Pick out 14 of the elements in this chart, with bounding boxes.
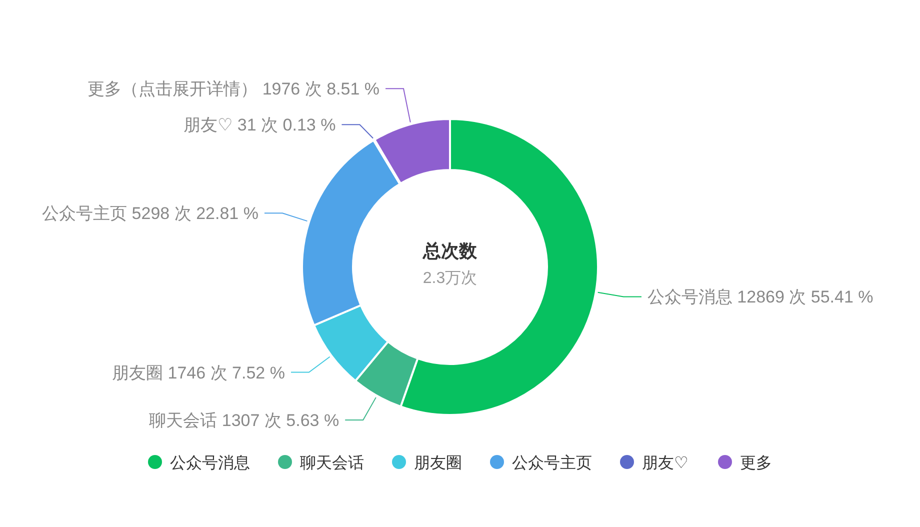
- legend-label: 更多: [740, 454, 772, 472]
- data-label: 朋友圈 1746 次 7.52 %: [112, 363, 285, 382]
- data-label: 朋友♡ 31 次 0.13 %: [183, 116, 336, 135]
- text: 2.3万次: [422, 270, 478, 287]
- legend-label: 朋友♡: [642, 455, 688, 472]
- legend-label: 聊天会话: [300, 454, 364, 472]
- data-label: 聊天会话 1307 次 5.63 %: [149, 411, 340, 430]
- legend-label: 朋友圈: [414, 455, 462, 472]
- data-label: 更多（点击展开详情） 1976 次 8.51 %: [88, 80, 380, 99]
- legend-label: 公众号主页: [512, 454, 592, 472]
- data-label: 公众号主页 5298 次 22.81 %: [42, 204, 258, 224]
- legend-label: 公众号消息: [170, 454, 250, 472]
- data-label: 公众号消息 12869 次 55.41 %: [647, 288, 874, 307]
- text: 总次数: [422, 241, 478, 261]
